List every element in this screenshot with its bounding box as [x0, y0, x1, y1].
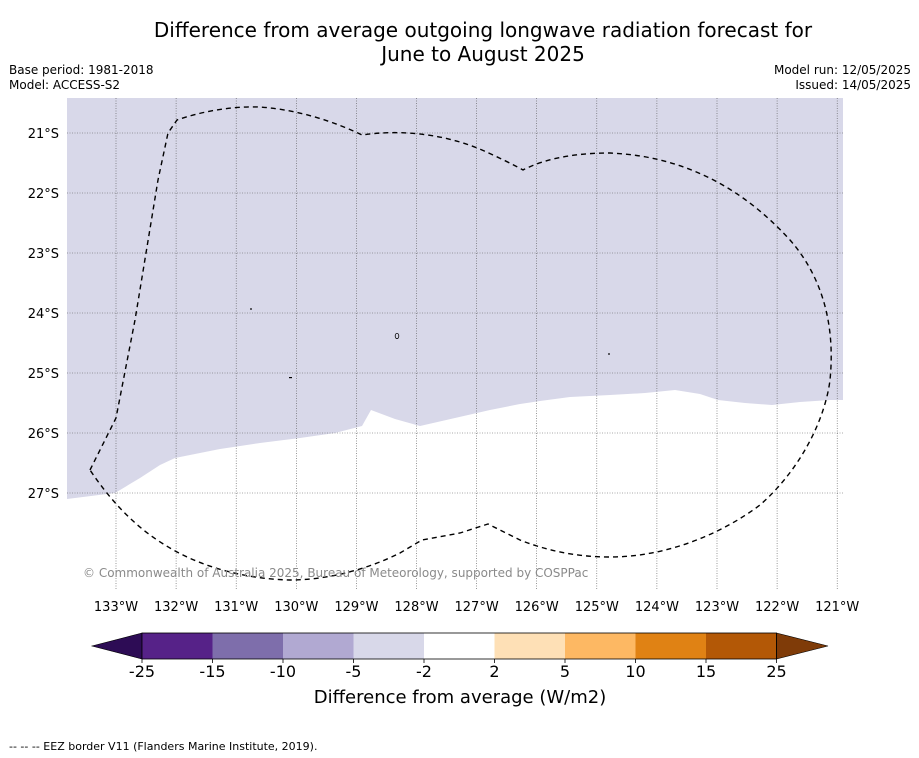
longitude-label: 132°W — [154, 600, 198, 615]
longitude-labels: 133°W 132°W 131°W 130°W 129°W 128°W 127°W 126°W… — [94, 600, 860, 615]
longitude-label: 130°W — [274, 600, 318, 615]
colorbar-segment — [706, 633, 777, 659]
colorbar-segment — [212, 633, 283, 659]
map-title: Difference from average outgoing longwav… — [0, 18, 919, 66]
longitude-label: 123°W — [695, 600, 739, 615]
title-line-1: Difference from average outgoing longwav… — [153, 18, 813, 42]
colorbar-tick-label: -15 — [199, 662, 225, 681]
colorbar: -25 -15 -10 -5 -2 2 5 10 15 25 — [90, 632, 829, 681]
small-island-marker — [250, 308, 252, 310]
eez-border — [89, 106, 832, 581]
meta-left: Base period: 1981-2018 Model: ACCESS-S2 — [9, 63, 154, 93]
latitude-labels: 21°S 22°S 23°S 24°S 25°S 26°S 27°S — [28, 127, 59, 502]
small-island-marker — [394, 332, 400, 339]
longitude-label: 121°W — [815, 600, 859, 615]
longitude-label: 131°W — [214, 600, 258, 615]
latitude-label: 25°S — [28, 367, 59, 382]
longitude-label: 128°W — [394, 600, 438, 615]
colorbar-segment — [494, 633, 565, 659]
colorbar-tick-label: -2 — [416, 662, 432, 681]
model-run: Model run: 12/05/2025 — [773, 63, 911, 77]
latitude-label: 22°S — [28, 187, 59, 202]
latitude-label: 23°S — [28, 247, 59, 262]
longitude-label: 129°W — [334, 600, 378, 615]
colorbar-tick-label: 5 — [560, 662, 570, 681]
colorbar-segment — [565, 633, 636, 659]
colorbar-tick-label: 25 — [766, 662, 786, 681]
colorbar-tick-label: -5 — [346, 662, 362, 681]
colorbar-segment — [353, 633, 424, 659]
latitude-label: 24°S — [28, 307, 59, 322]
longitude-label: 124°W — [635, 600, 679, 615]
colorbar-extension-high — [776, 632, 829, 660]
eez-footnote: -- -- -- EEZ border V11 (Flanders Marine… — [9, 740, 318, 753]
anomaly-fill-region — [67, 98, 843, 499]
longitude-label: 125°W — [575, 600, 619, 615]
small-island-marker — [608, 353, 610, 355]
map-grid — [67, 98, 843, 590]
model-name: Model: ACCESS-S2 — [9, 78, 121, 92]
longitude-label: 133°W — [94, 600, 138, 615]
base-period: Base period: 1981-2018 — [9, 63, 154, 77]
colorbar-tick-label: 15 — [696, 662, 716, 681]
copyright-notice: © Commonwealth of Australia 2025, Bureau… — [83, 566, 588, 580]
colorbar-segment — [142, 633, 213, 659]
colorbar-outline — [141, 632, 777, 660]
title-line-2: June to August 2025 — [381, 42, 585, 66]
colorbar-segment — [424, 633, 495, 659]
colorbar-extension-low — [90, 632, 143, 660]
issued-date: Issued: 14/05/2025 — [795, 78, 911, 92]
colorbar-segment — [283, 633, 354, 659]
longitude-label: 127°W — [455, 600, 499, 615]
latitude-label: 21°S — [28, 127, 59, 142]
small-island-marker — [289, 377, 292, 379]
colorbar-segment — [635, 633, 706, 659]
latitude-label: 27°S — [28, 487, 59, 502]
colorbar-tick-label: -25 — [129, 662, 155, 681]
colorbar-tick-label: -10 — [270, 662, 296, 681]
colorbar-tick-label: 10 — [625, 662, 645, 681]
longitude-label: 126°W — [515, 600, 559, 615]
colorbar-title: Difference from average (W/m2) — [314, 687, 606, 708]
longitude-label: 122°W — [755, 600, 799, 615]
meta-right: Model run: 12/05/2025 Issued: 14/05/2025 — [774, 63, 911, 93]
colorbar-tick-label: 2 — [489, 662, 499, 681]
latitude-label: 26°S — [28, 427, 59, 442]
